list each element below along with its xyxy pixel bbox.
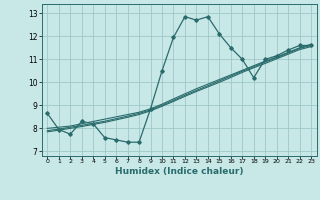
X-axis label: Humidex (Indice chaleur): Humidex (Indice chaleur) bbox=[115, 167, 244, 176]
